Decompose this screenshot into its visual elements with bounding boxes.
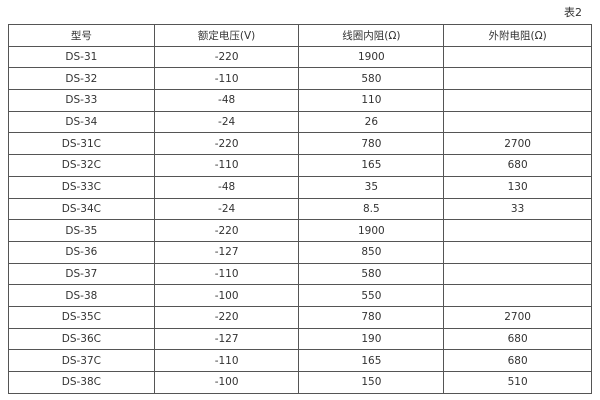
cell-rated-voltage: -100 [153,284,300,307]
cell-coil-resistance: 165 [298,154,445,177]
cell-model: DS-33 [8,89,155,112]
cell-external-resistance [443,89,592,112]
cell-model: DS-31C [8,132,155,156]
cell-rated-voltage: -110 [153,349,300,372]
cell-rated-voltage: -48 [153,89,300,112]
cell-coil-resistance: 780 [298,132,445,156]
header-coil-resistance: 线圈内阻(Ω) [298,24,445,47]
table-row: DS-36C -127 190 680 [8,327,592,351]
cell-coil-resistance: 580 [298,262,445,286]
cell-coil-resistance: 110 [298,89,445,112]
cell-model: DS-35C [8,305,155,329]
cell-external-resistance: 130 [443,175,592,199]
cell-model: DS-34C [8,197,155,221]
cell-model: DS-38 [8,284,155,307]
cell-external-resistance: 2700 [443,305,592,329]
cell-external-resistance: 680 [443,327,592,351]
cell-model: DS-32C [8,154,155,177]
cell-model: DS-32 [8,67,155,91]
cell-coil-resistance: 850 [298,240,445,264]
table-row: DS-34 -24 26 [8,110,592,134]
relay-spec-table: 型号 额定电压(V) 线圈内阻(Ω) 外附电阻(Ω) DS-31 -220 1900… [8,24,592,394]
cell-external-resistance [443,110,592,134]
table-row: DS-33C -48 35 130 [8,175,592,199]
cell-coil-resistance: 1900 [298,45,445,69]
cell-model: DS-36C [8,327,155,351]
table-row: DS-38 -100 550 [8,284,592,307]
table-row: DS-31C -220 780 2700 [8,132,592,156]
table-row: DS-32 -110 580 [8,67,592,91]
cell-rated-voltage: -220 [153,219,300,242]
table-row: DS-35C -220 780 2700 [8,305,592,329]
cell-external-resistance: 2700 [443,132,592,156]
cell-model: DS-37 [8,262,155,286]
cell-coil-resistance: 1900 [298,219,445,242]
cell-external-resistance: 680 [443,154,592,177]
cell-coil-resistance: 26 [298,110,445,134]
cell-model: DS-37C [8,349,155,372]
cell-rated-voltage: -220 [153,45,300,69]
cell-coil-resistance: 35 [298,175,445,199]
cell-rated-voltage: -110 [153,262,300,286]
cell-coil-resistance: 165 [298,349,445,372]
cell-external-resistance [443,45,592,69]
cell-rated-voltage: -100 [153,371,300,394]
table-row: DS-35 -220 1900 [8,219,592,242]
table-row: DS-33 -48 110 [8,89,592,112]
cell-coil-resistance: 8.5 [298,197,445,221]
cell-rated-voltage: -110 [153,154,300,177]
cell-coil-resistance: 550 [298,284,445,307]
cell-model: DS-33C [8,175,155,199]
table-caption: 表2 [564,6,582,19]
table-body: DS-31 -220 1900 DS-32 -110 580 DS-33 -48 110 DS-3… [8,45,592,394]
cell-coil-resistance: 780 [298,305,445,329]
header-row: 型号 额定电压(V) 线圈内阻(Ω) 外附电阻(Ω) [8,24,592,47]
cell-rated-voltage: -127 [153,327,300,351]
cell-model: DS-38C [8,371,155,394]
cell-external-resistance [443,262,592,286]
cell-rated-voltage: -127 [153,240,300,264]
cell-rated-voltage: -24 [153,197,300,221]
table-row: DS-37C -110 165 680 [8,349,592,372]
table-row: DS-36 -127 850 [8,240,592,264]
cell-rated-voltage: -24 [153,110,300,134]
cell-model: DS-36 [8,240,155,264]
table-row: DS-31 -220 1900 [8,45,592,69]
table-row: DS-38C -100 150 510 [8,371,592,394]
cell-external-resistance: 680 [443,349,592,372]
cell-external-resistance [443,284,592,307]
cell-rated-voltage: -220 [153,132,300,156]
cell-model: DS-35 [8,219,155,242]
header-rated-voltage: 额定电压(V) [153,24,300,47]
table-row: DS-34C -24 8.5 33 [8,197,592,221]
cell-coil-resistance: 580 [298,67,445,91]
cell-coil-resistance: 190 [298,327,445,351]
cell-model: DS-31 [8,45,155,69]
cell-external-resistance [443,67,592,91]
header-model: 型号 [8,24,155,47]
cell-external-resistance: 33 [443,197,592,221]
table-row: DS-37 -110 580 [8,262,592,286]
cell-rated-voltage: -220 [153,305,300,329]
cell-external-resistance [443,219,592,242]
header-external-resistance: 外附电阻(Ω) [443,24,592,47]
table-row: DS-32C -110 165 680 [8,154,592,177]
cell-coil-resistance: 150 [298,371,445,394]
cell-external-resistance: 510 [443,371,592,394]
cell-rated-voltage: -48 [153,175,300,199]
cell-rated-voltage: -110 [153,67,300,91]
cell-model: DS-34 [8,110,155,134]
cell-external-resistance [443,240,592,264]
